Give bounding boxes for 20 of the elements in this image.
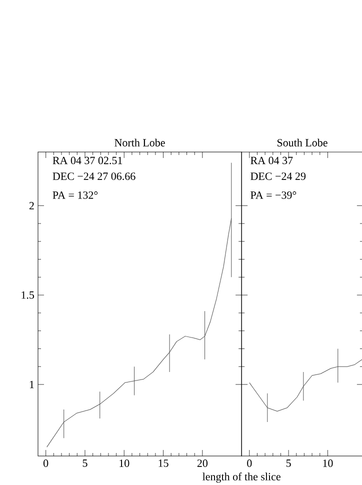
annotation: RA 04 37: [250, 156, 293, 164]
annotation: DEC −24 27 06.66: [52, 172, 136, 180]
x-tick-label: 10: [120, 460, 130, 467]
x-axis-title: length of the slice: [202, 472, 280, 483]
x-tick-label: 10: [323, 460, 333, 467]
x-tick-label: 20: [197, 460, 208, 467]
annotation: PA = 132°: [52, 191, 98, 199]
annotation: DEC −24 29: [250, 172, 306, 180]
x-tick-label: 0: [44, 460, 48, 467]
x-tick-label: 5: [82, 460, 88, 467]
y-tick-label: 2: [29, 202, 34, 210]
y-tick-label: 1.5: [22, 291, 34, 299]
x-tick-label: 5: [286, 460, 291, 467]
x-tick-label: 0: [247, 460, 252, 467]
annotation: RA 04 37 02.51: [52, 156, 122, 164]
y-tick-label: 1: [30, 380, 34, 388]
x-tick-label: 15: [158, 460, 168, 467]
chart-title: North Lobe: [114, 138, 165, 146]
annotation: PA = −39°: [250, 191, 296, 199]
chart-title: South Lobe: [277, 138, 328, 146]
